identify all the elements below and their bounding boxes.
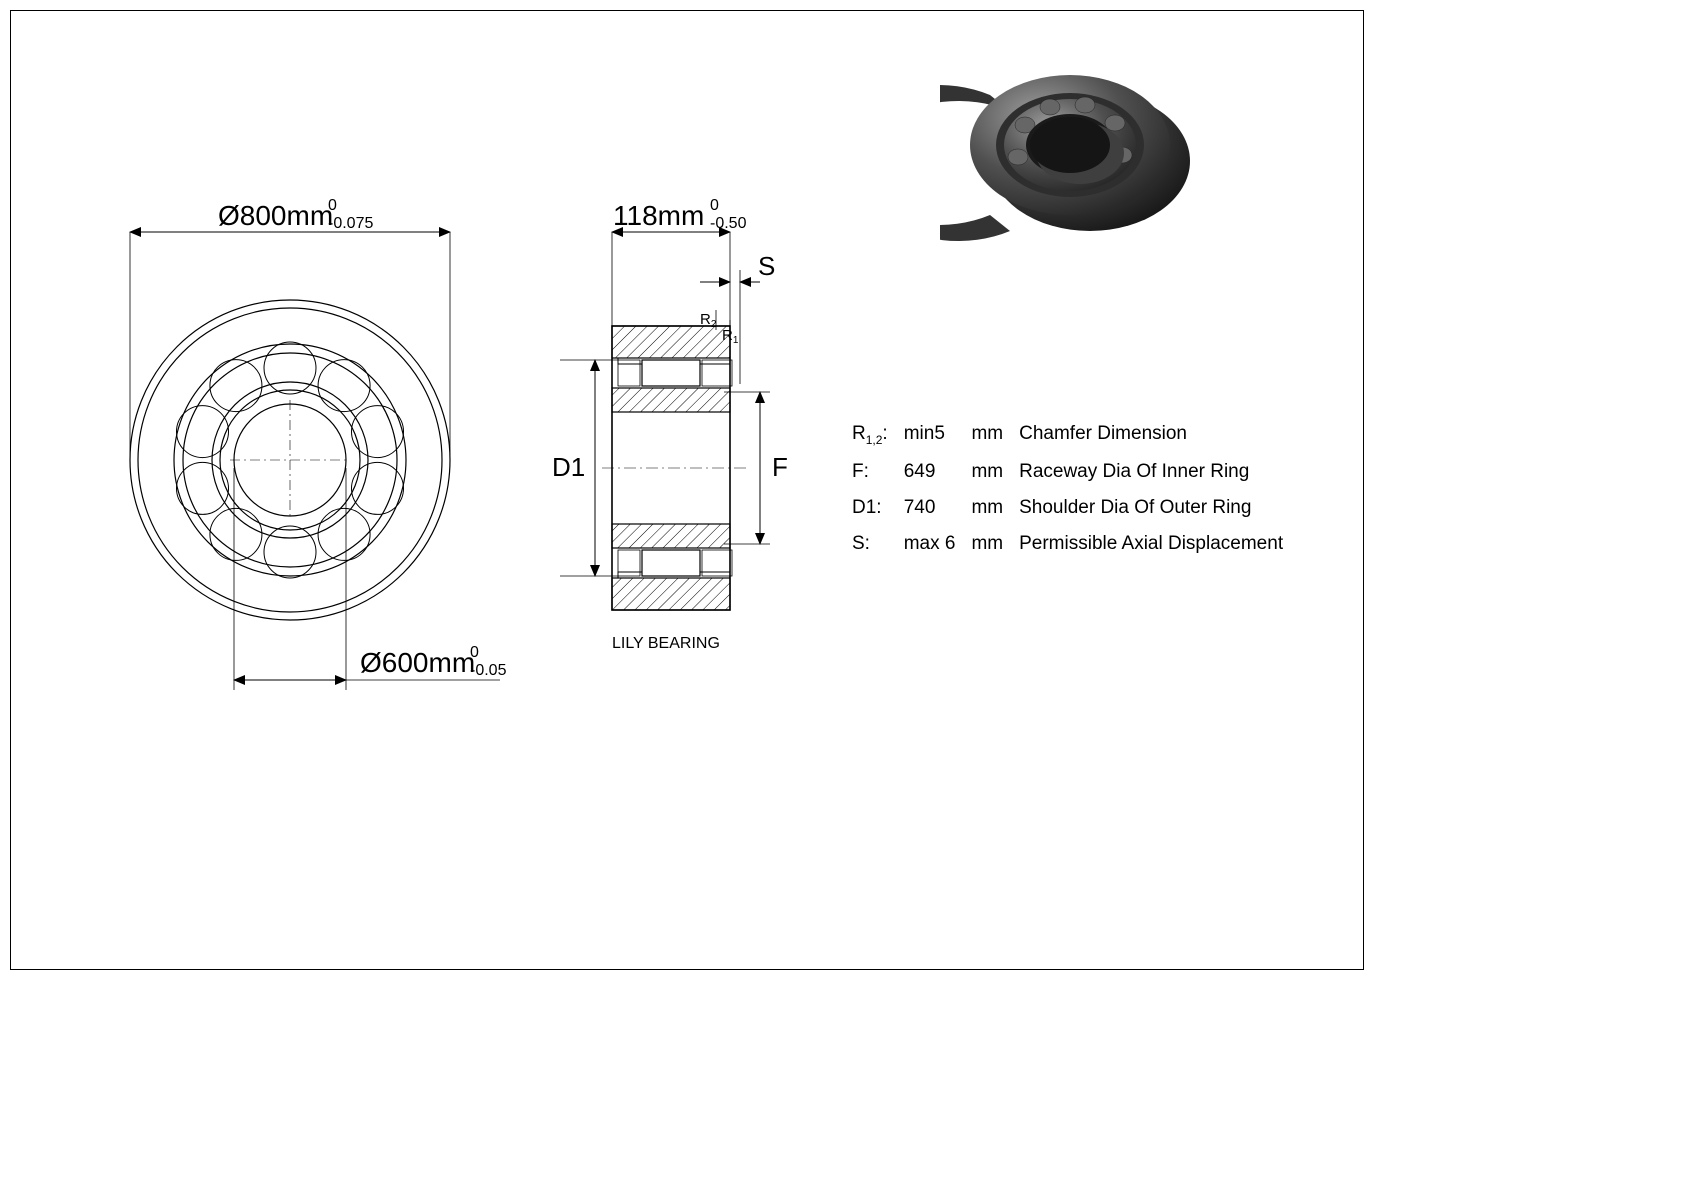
dim-outer-dia-tol-l: -0.075 <box>328 215 373 232</box>
spec-unit: mm <box>971 455 1017 489</box>
spec-desc: Chamfer Dimension <box>1019 417 1297 453</box>
spec-desc: Shoulder Dia Of Outer Ring <box>1019 491 1297 525</box>
spec-row: S:max 6mmPermissible Axial Displacement <box>852 527 1297 561</box>
section-view <box>602 326 750 610</box>
spec-value: min5 <box>904 417 970 453</box>
dim-width: 118mm 0 -0.50 <box>612 197 747 326</box>
dim-outer-dia: Ø800mm 0 -0.075 <box>130 197 450 455</box>
label-s: S <box>758 251 775 281</box>
dim-f: F <box>724 392 788 544</box>
spec-symbol: D1: <box>852 491 902 525</box>
spec-row: F:649mmRaceway Dia Of Inner Ring <box>852 455 1297 489</box>
spec-unit: mm <box>971 417 1017 453</box>
front-view <box>130 300 450 620</box>
dim-width-text: 118mm <box>613 200 704 231</box>
spec-symbol: R1,2: <box>852 417 902 453</box>
spec-desc: Permissible Axial Displacement <box>1019 527 1297 561</box>
label-d1: D1 <box>552 452 585 482</box>
label-f: F <box>772 452 788 482</box>
dim-outer-dia-tol-u: 0 <box>328 197 337 214</box>
spec-unit: mm <box>971 527 1017 561</box>
dim-width-tol-u: 0 <box>710 197 719 214</box>
spec-symbol: F: <box>852 455 902 489</box>
dim-inner-dia: Ø600mm 0 -0.05 <box>234 468 507 690</box>
spec-value: 649 <box>904 455 970 489</box>
spec-symbol: S: <box>852 527 902 561</box>
spec-unit: mm <box>971 491 1017 525</box>
dim-s: S <box>700 251 775 326</box>
drawing-stage: Ø800mm 0 -0.075 Ø600mm 0 -0.05 118mm 0 -… <box>0 0 1684 1191</box>
svg-text:R2: R2 <box>700 311 717 330</box>
spec-desc: Raceway Dia Of Inner Ring <box>1019 455 1297 489</box>
spec-table: R1,2:min5mmChamfer DimensionF:649mmRacew… <box>850 415 1299 563</box>
footer-text: LILY BEARING <box>612 635 720 652</box>
spec-value: max 6 <box>904 527 970 561</box>
spec-row: D1:740mmShoulder Dia Of Outer Ring <box>852 491 1297 525</box>
bearing-3d-render <box>940 40 1200 250</box>
dim-inner-dia-text: Ø600mm <box>360 647 475 678</box>
dim-inner-dia-tol-l: -0.05 <box>470 662 507 679</box>
dim-outer-dia-text: Ø800mm <box>218 200 333 231</box>
spec-row: R1,2:min5mmChamfer Dimension <box>852 417 1297 453</box>
svg-text:R1: R1 <box>722 327 739 346</box>
spec-value: 740 <box>904 491 970 525</box>
dim-width-tol-l: -0.50 <box>710 215 747 232</box>
dim-inner-dia-tol-u: 0 <box>470 644 479 661</box>
